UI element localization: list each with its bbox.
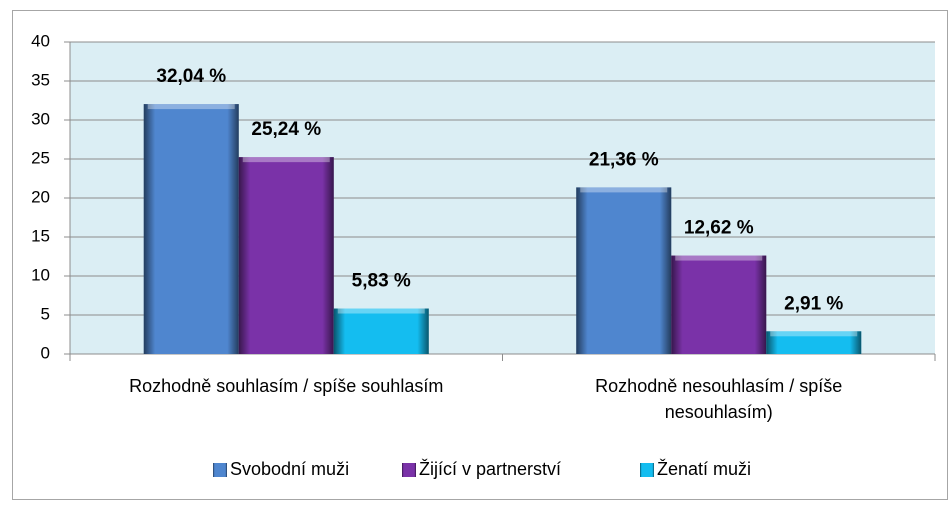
y-tick-label: 0 xyxy=(41,343,50,362)
bar-bevel xyxy=(766,331,862,354)
legend-swatch-bevel xyxy=(640,463,654,477)
y-tick-label: 25 xyxy=(31,148,50,167)
bar-bevel xyxy=(143,104,239,354)
bar-top-highlight xyxy=(337,308,425,314)
data-label: 5,83 % xyxy=(352,271,411,292)
data-label: 21,36 % xyxy=(589,149,659,170)
data-label: 2,91 % xyxy=(784,293,843,314)
y-tick-label: 35 xyxy=(31,70,50,89)
y-tick-label: 30 xyxy=(31,109,50,128)
x-tick-label: Rozhodně souhlasím / spíše souhlasím xyxy=(129,376,444,396)
legend-label: Žijící v partnerství xyxy=(419,459,561,479)
y-tick-label: 10 xyxy=(31,265,50,284)
bar-bevel xyxy=(671,255,767,354)
legend-swatch-bevel xyxy=(402,463,416,477)
x-tick-label: Rozhodně nesouhlasím / spíše nesouhlasím… xyxy=(595,376,843,422)
legend-label: Svobodní muži xyxy=(230,459,349,479)
bar-top-highlight xyxy=(242,157,330,163)
y-tick-label: 20 xyxy=(31,187,50,206)
y-tick-label: 15 xyxy=(31,226,50,245)
bar-top-highlight xyxy=(770,331,858,337)
y-tick-label: 5 xyxy=(41,304,50,323)
data-label: 32,04 % xyxy=(156,66,226,87)
bar-bevel xyxy=(333,308,429,354)
data-label: 25,24 % xyxy=(251,119,321,140)
y-tick-label: 40 xyxy=(31,31,50,50)
bar-bevel xyxy=(576,187,672,354)
bar-top-highlight xyxy=(580,187,668,193)
bar-top-highlight xyxy=(675,255,763,261)
legend-label: Ženatí muži xyxy=(657,459,751,479)
legend-swatch-bevel xyxy=(213,463,227,477)
bar-bevel xyxy=(238,157,334,354)
data-label: 12,62 % xyxy=(684,218,754,239)
bar-top-highlight xyxy=(147,104,235,110)
